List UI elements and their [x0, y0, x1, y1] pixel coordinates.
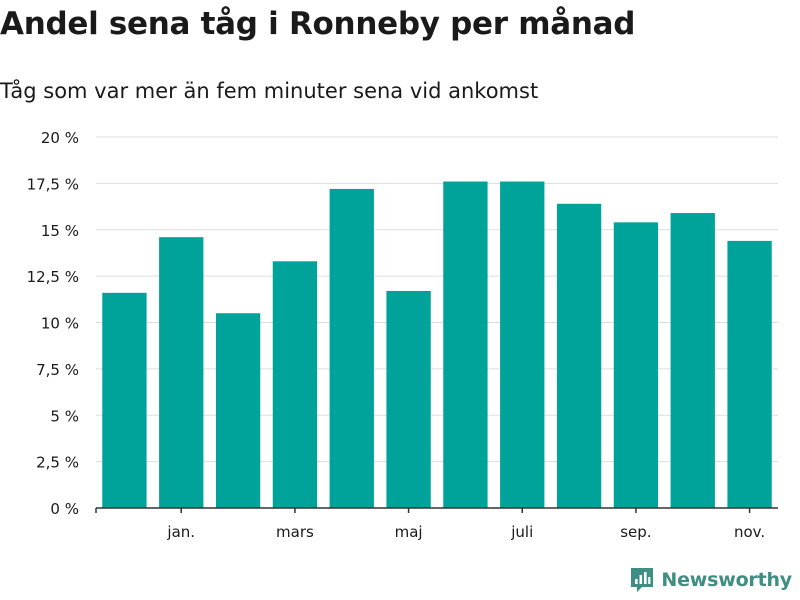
bars — [102, 181, 772, 509]
x-axis — [95, 507, 778, 513]
newsworthy-logo: Newsworthy — [629, 566, 792, 594]
y-tick-label: 12,5 % — [27, 268, 79, 286]
bar-juli — [500, 181, 545, 508]
bar-feb. — [215, 313, 261, 508]
x-tick-label: nov. — [734, 523, 765, 541]
brand-name: Newsworthy — [661, 569, 792, 591]
x-tick-label: maj — [395, 523, 423, 541]
y-tick-label: 2,5 % — [36, 454, 79, 472]
bar-apr. — [329, 188, 374, 508]
y-tick-label: 7,5 % — [36, 361, 79, 379]
x-axis-tick-labels: jan. mars maj juli sep. nov. — [166, 523, 765, 541]
bar-dec. — [102, 292, 147, 508]
bar-okt. — [670, 213, 715, 508]
bar-jan. — [159, 237, 204, 509]
x-tick-label: juli — [510, 523, 533, 541]
bar-mars — [272, 261, 318, 508]
bar-maj — [386, 290, 431, 508]
y-tick-label: 15 % — [41, 222, 79, 240]
y-tick-label: 0 % — [50, 500, 79, 518]
newsworthy-icon — [631, 568, 654, 592]
bar-juni — [443, 181, 488, 508]
x-tick-label: jan. — [166, 523, 195, 541]
x-tick-label: mars — [276, 523, 314, 541]
y-tick-label: 5 % — [50, 407, 79, 425]
y-tick-label: 20 % — [41, 129, 79, 147]
chart-subtitle: Tåg som var mer än fem minuter sena vid … — [0, 79, 539, 103]
bar-aug. — [556, 203, 602, 508]
bar-sep. — [613, 222, 659, 508]
chart-title: Andel sena tåg i Ronneby per månad — [0, 6, 636, 42]
y-tick-label: 17,5 % — [27, 175, 79, 193]
grid-lines — [96, 136, 778, 463]
bar-nov. — [727, 240, 772, 508]
y-axis-tick-labels: 0 % 2,5 % 5 % 7,5 % 10 % 12,5 % 15 % 17,5 % 20 % — [27, 129, 79, 518]
x-tick-label: sep. — [620, 523, 651, 541]
y-tick-label: 10 % — [41, 315, 79, 333]
